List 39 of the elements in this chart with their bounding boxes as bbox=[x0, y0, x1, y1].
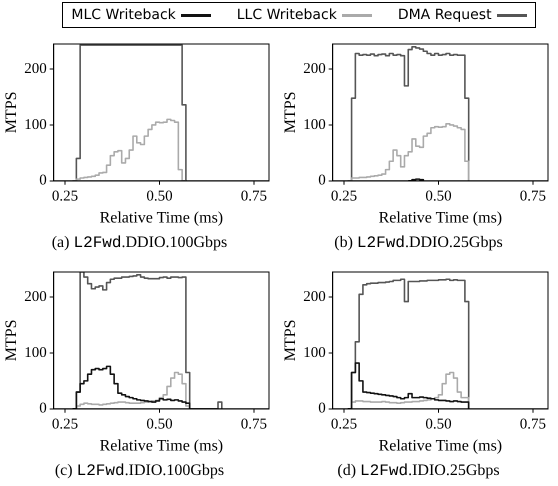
x-tick-label: 0.25 bbox=[52, 188, 78, 205]
x-axis-title: Relative Time (ms) bbox=[378, 210, 502, 227]
y-axis-title: MTPS bbox=[2, 92, 20, 134]
text: (a) L2Fwd.DDIO.100Gbps bbox=[52, 234, 228, 252]
x-axis-title: Relative Time (ms) bbox=[100, 210, 224, 227]
y-tick-label: 0 bbox=[39, 172, 47, 189]
x-tick-label: 0.75 bbox=[520, 416, 546, 433]
y-tick-label: 0 bbox=[318, 172, 326, 189]
y-tick-label: 0 bbox=[39, 400, 47, 417]
y-axis-title: MTPS bbox=[282, 92, 299, 134]
x-tick-label: 0.75 bbox=[520, 188, 546, 205]
text: (d) L2Fwd.IDIO.25Gbps bbox=[337, 462, 500, 480]
x-tick-label: 0.50 bbox=[425, 416, 452, 433]
legend-label: MLC Writeback bbox=[71, 7, 176, 23]
y-tick-label: 100 bbox=[24, 116, 47, 133]
y-tick-label: 200 bbox=[24, 289, 47, 306]
x-axis-title: Relative Time (ms) bbox=[100, 438, 224, 455]
y-tick-label: 200 bbox=[303, 61, 326, 78]
x-tick-label: 0.50 bbox=[146, 188, 173, 205]
x-tick-label: 0.75 bbox=[240, 188, 268, 205]
x-tick-label: 0.25 bbox=[330, 416, 358, 433]
y-tick-label: 200 bbox=[303, 289, 326, 306]
text: (b) L2Fwd.DDIO.25Gbps bbox=[334, 234, 503, 252]
x-axis-title: Relative Time (ms) bbox=[378, 438, 502, 455]
x-tick-label: 0.50 bbox=[425, 188, 452, 205]
y-tick-label: 200 bbox=[24, 61, 47, 78]
y-tick-label: 100 bbox=[303, 344, 326, 361]
text: (c) L2Fwd.IDIO.100Gbps bbox=[54, 462, 224, 480]
y-tick-label: 100 bbox=[303, 116, 326, 133]
x-tick-label: 0.25 bbox=[52, 416, 78, 433]
x-tick-label: 0.50 bbox=[146, 416, 173, 433]
x-tick-label: 0.75 bbox=[240, 416, 268, 433]
legend-label: DMA Request bbox=[398, 7, 492, 23]
y-axis-title: MTPS bbox=[282, 320, 299, 362]
y-tick-label: 0 bbox=[318, 400, 326, 417]
x-tick-label: 0.25 bbox=[330, 188, 358, 205]
y-axis-title: MTPS bbox=[2, 320, 20, 362]
legend-label: LLC Writeback bbox=[236, 7, 337, 23]
y-tick-label: 100 bbox=[24, 344, 47, 361]
